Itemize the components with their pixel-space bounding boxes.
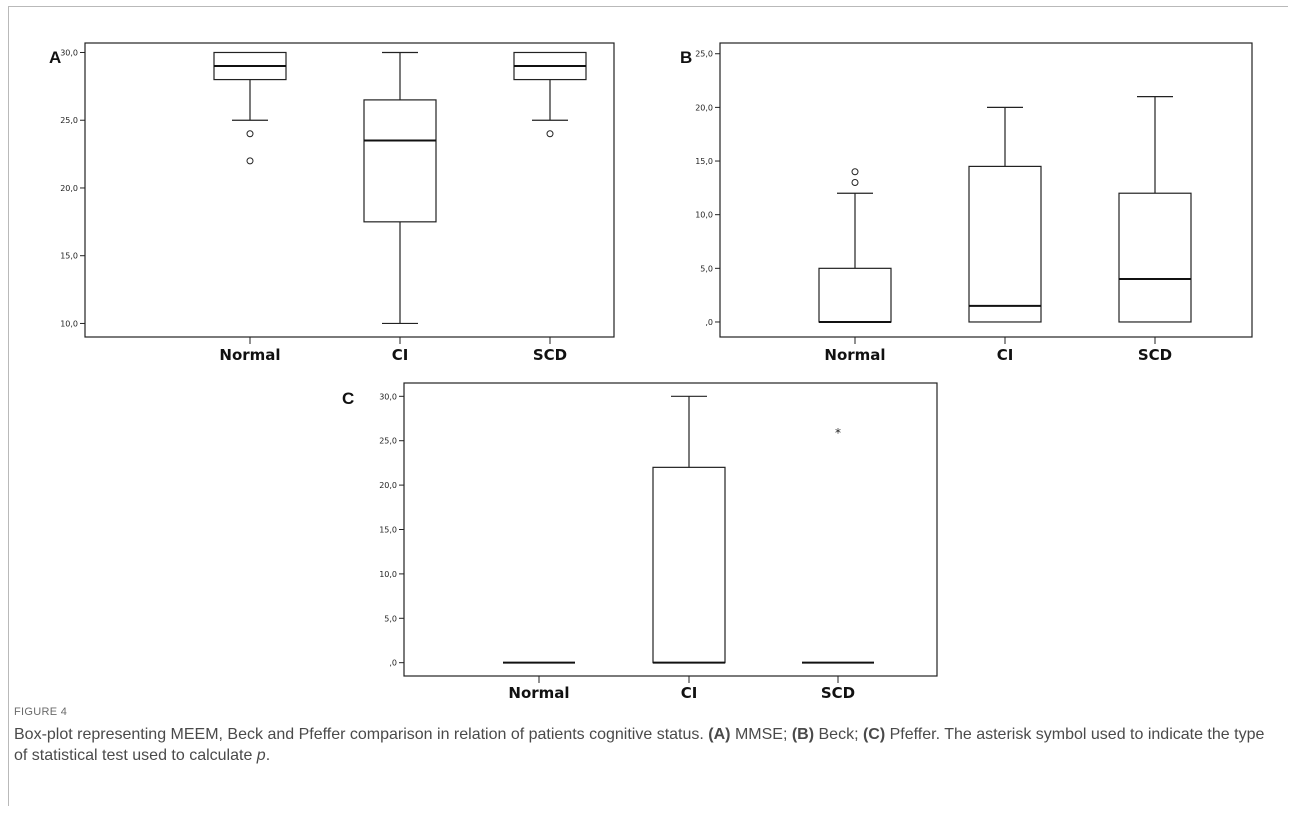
caption-text: Box-plot representing MEEM, Beck and Pfe… [14, 724, 1274, 766]
box [363, 99, 437, 223]
y-tick-label: ,0 [705, 318, 713, 327]
caption-part-1: Box-plot representing MEEM, Beck and Pfe… [14, 726, 709, 743]
y-tick-label: 10,0 [60, 319, 78, 328]
caption-p-symbol: p [256, 747, 266, 764]
x-tick-label: CI [392, 346, 409, 364]
outlier-point [546, 130, 554, 138]
y-tick-label: 10,0 [695, 211, 713, 220]
outlier-point [246, 130, 254, 138]
figure-number: FIGURE 4 [14, 706, 68, 718]
y-tick-label: 20,0 [379, 481, 397, 490]
caption-part-3: Beck; [814, 726, 863, 743]
plot-frame [719, 42, 1253, 338]
x-tick-label: SCD [533, 346, 567, 364]
panel-c: C ,0 5,0 10,0 15,0 20,0 25,0 30,0 Normal CI SCD * [342, 382, 938, 700]
x-tick-label: SCD [1138, 346, 1172, 364]
y-tick-label: 25,0 [695, 50, 713, 59]
panel-b: B ,0 5,0 10,0 15,0 20,0 25,0 Normal CI SCD [680, 42, 1253, 364]
y-tick-label: 5,0 [700, 264, 713, 273]
caption-ref-b: (B) [791, 726, 815, 743]
figure-frame [8, 6, 1288, 806]
caption-part-2: MMSE; [730, 726, 792, 743]
y-tick-label: ,0 [389, 659, 397, 668]
caption-part-4: Pfeffer. The asterisk symbol used to ind… [14, 726, 1265, 764]
outlier-point [851, 178, 859, 186]
box [652, 466, 726, 664]
x-tick-label: SCD [821, 684, 855, 700]
x-tick-label: CI [997, 346, 1014, 364]
y-tick-label: 25,0 [60, 116, 78, 125]
box [1118, 192, 1192, 323]
x-tick-label: Normal [508, 684, 569, 700]
panel-a: A 10,0 15,0 20,0 25,0 30,0 Normal CI SCD [49, 42, 615, 364]
y-tick-label: 15,0 [379, 526, 397, 535]
panel-label: A [49, 48, 61, 67]
box [968, 165, 1042, 323]
plot-frame [84, 42, 615, 338]
extreme-point: * [835, 426, 841, 440]
outlier-point [851, 168, 859, 176]
x-tick-label: Normal [824, 346, 885, 364]
figure-canvas: A 10,0 15,0 20,0 25,0 30,0 Normal CI SCD B ,0 5,0 1… [49, 42, 1253, 700]
y-tick-label: 10,0 [379, 570, 397, 579]
panel-label: B [680, 48, 692, 67]
box [818, 267, 892, 323]
x-tick-label: Normal [219, 346, 280, 364]
y-tick-label: 20,0 [60, 184, 78, 193]
y-tick-label: 15,0 [60, 252, 78, 261]
caption-part-5: . [265, 747, 271, 764]
panel-label: C [342, 389, 354, 408]
y-tick-label: 20,0 [695, 103, 713, 112]
y-tick-label: 15,0 [695, 157, 713, 166]
caption-ref-a: (A) [708, 726, 731, 743]
x-tick-label: CI [681, 684, 698, 700]
caption-ref-c: (C) [862, 726, 886, 743]
y-tick-label: 5,0 [384, 614, 397, 623]
y-tick-label: 30,0 [60, 48, 78, 57]
figure-caption: FIGURE 4 Box-plot representing MEEM, Bec… [14, 706, 1274, 766]
y-tick-label: 30,0 [379, 392, 397, 401]
outlier-point [246, 157, 254, 165]
y-tick-label: 25,0 [379, 437, 397, 446]
